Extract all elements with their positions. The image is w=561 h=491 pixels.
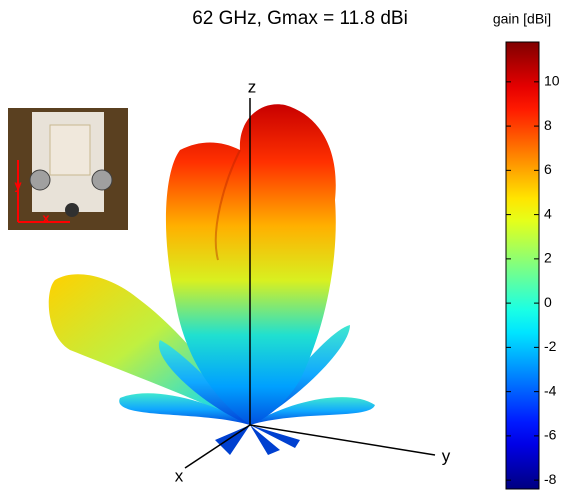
z-axis-label: z [248, 77, 257, 96]
colorbar-tick-label: 2 [544, 250, 552, 266]
colorbar-tick-label: -8 [544, 471, 557, 487]
colorbar-label: gain [dBi] [493, 11, 551, 27]
colorbar-tick-label: 8 [544, 117, 552, 133]
inset-photo: y x [8, 108, 128, 230]
x-axis [185, 425, 250, 468]
x-axis-label: x [175, 466, 184, 485]
colorbar-tick-label: 4 [544, 205, 552, 221]
colorbar: -8 -6 -4 -2 0 2 4 6 8 10 [506, 42, 560, 489]
colorbar-tick-label: -4 [544, 382, 557, 398]
colorbar-tick-label: 10 [544, 73, 560, 89]
inset-x-label: x [42, 210, 50, 225]
colorbar-tick-label: 6 [544, 161, 552, 177]
y-axis-label: y [442, 446, 451, 465]
colorbar-tick-label: -2 [544, 338, 557, 354]
chart: 62 GHz, Gmax = 11.8 dBi y x z y x gain [… [0, 0, 561, 491]
colorbar-scale [506, 42, 539, 489]
inset-y-label: y [14, 177, 22, 192]
colorbar-tick-label: 0 [544, 294, 552, 310]
chart-title: 62 GHz, Gmax = 11.8 dBi [192, 8, 408, 29]
colorbar-tick-label: -6 [544, 427, 557, 443]
